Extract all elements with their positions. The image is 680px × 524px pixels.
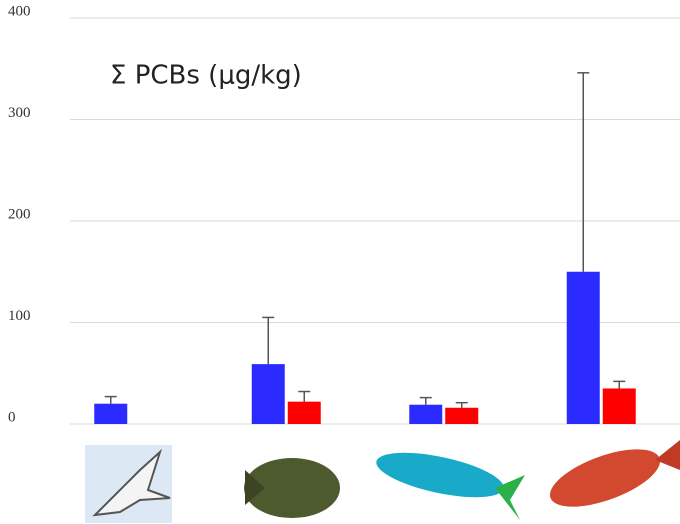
error-bar bbox=[419, 396, 432, 405]
bar bbox=[566, 271, 600, 424]
y-tick-label: 0 bbox=[8, 409, 16, 425]
fish-icon bbox=[549, 449, 661, 507]
bar bbox=[602, 388, 636, 424]
bar bbox=[251, 364, 285, 424]
y-tick-label: 400 bbox=[8, 3, 31, 19]
error-bar bbox=[613, 380, 626, 389]
category-icons bbox=[85, 440, 680, 523]
fish-tail bbox=[655, 440, 680, 470]
chart-title: Σ PCBs (μg/kg) bbox=[110, 61, 302, 91]
bar bbox=[409, 404, 443, 424]
error-bar bbox=[262, 316, 275, 365]
bird-shape bbox=[92, 448, 171, 517]
error-bar bbox=[455, 401, 468, 408]
y-tick-label: 100 bbox=[8, 308, 31, 324]
bar bbox=[445, 407, 479, 424]
y-tick-label: 300 bbox=[8, 105, 31, 121]
error-bar bbox=[104, 395, 117, 404]
y-tick-label: 200 bbox=[8, 206, 31, 222]
fish-tail bbox=[495, 475, 525, 520]
fish-tail bbox=[245, 470, 265, 505]
bar bbox=[287, 401, 321, 424]
fish-icon bbox=[376, 452, 504, 498]
error-bar bbox=[298, 390, 311, 402]
bar bbox=[94, 403, 128, 424]
fish-icon bbox=[244, 458, 340, 518]
error-bar bbox=[577, 72, 590, 272]
